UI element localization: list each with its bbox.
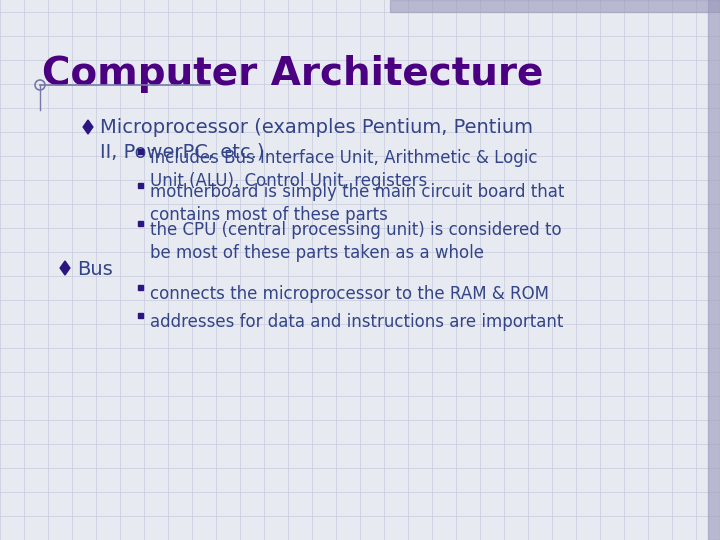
- Text: connects the microprocessor to the RAM & ROM: connects the microprocessor to the RAM &…: [150, 285, 549, 303]
- Bar: [390, 0, 720, 12]
- Bar: [138, 221, 143, 226]
- Polygon shape: [83, 120, 93, 134]
- Text: motherboard is simply the main circuit board that
contains most of these parts: motherboard is simply the main circuit b…: [150, 183, 564, 224]
- Bar: [138, 285, 143, 290]
- Bar: [138, 149, 143, 154]
- Text: Microprocessor (examples Pentium, Pentium
II, PowerPC, etc.): Microprocessor (examples Pentium, Pentiu…: [100, 118, 533, 161]
- Polygon shape: [60, 261, 70, 275]
- Bar: [138, 183, 143, 188]
- Text: addresses for data and instructions are important: addresses for data and instructions are …: [150, 313, 563, 331]
- Bar: [708, 0, 720, 540]
- Text: includes Bus Interface Unit, Arithmetic & Logic
Unit (ALU), Control Unit, regist: includes Bus Interface Unit, Arithmetic …: [150, 149, 538, 190]
- Text: Computer Architecture: Computer Architecture: [42, 55, 544, 93]
- Text: the CPU (central processing unit) is considered to
be most of these parts taken : the CPU (central processing unit) is con…: [150, 221, 562, 262]
- Bar: [138, 313, 143, 318]
- Text: Bus: Bus: [77, 260, 113, 279]
